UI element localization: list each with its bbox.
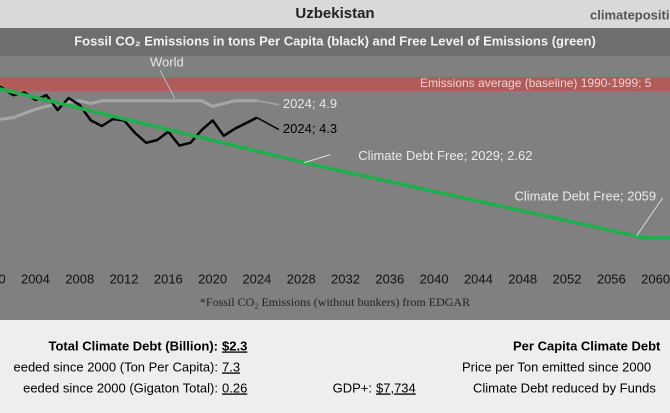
plot: Emissions average (baseline) 1990-1999; … (0, 54, 670, 286)
gdp-value: $7,734 (376, 380, 416, 395)
annotation-connector (304, 154, 331, 164)
subtitle-bg (0, 28, 670, 56)
x-tick-label: 2040 (420, 271, 449, 286)
baseline-label: Emissions average (baseline) 1990-1999; … (420, 76, 652, 90)
summary: Total Climate Debt (Billion): $2.3 eeded… (13, 338, 661, 395)
summary-label: Climate Debt reduced by Funds (473, 380, 656, 395)
label-connector (159, 69, 176, 100)
gdp-label: GDP+: (333, 380, 372, 395)
x-tick-label: 2036 (375, 271, 404, 286)
summary-label: Price per Ton emitted since 2000 (462, 359, 651, 374)
header-bg (0, 0, 670, 28)
summary-value: 0.26 (222, 380, 247, 395)
x-tick-label: 2020 (198, 271, 227, 286)
annotation: Climate Debt Free; 2029; 2.62 (358, 148, 532, 163)
x-tick-label: 2044 (464, 271, 493, 286)
x-tick-label: 2000 (0, 271, 6, 286)
x-tick-label: 2060 (641, 271, 670, 286)
subtitle: Fossil CO₂ Emissions in tons Per Capita … (74, 33, 596, 48)
x-tick-label: 2024 (242, 271, 271, 286)
summary-value: $2.3 (222, 338, 247, 353)
series-line (0, 99, 257, 121)
series-name: World (150, 54, 184, 69)
annotation: Climate Debt Free; 2059 (515, 188, 657, 203)
x-tick-label: 2012 (110, 271, 139, 286)
footnote: *Fossil CO₂ Emissions (without bunkers) … (200, 295, 470, 309)
label-connector (256, 116, 280, 131)
title: Uzbekistan (295, 5, 374, 22)
x-tick-label: 2052 (553, 271, 582, 286)
chart-bg (0, 28, 670, 320)
end-label: 2024; 4.9 (283, 96, 337, 111)
x-tick-label: 2028 (287, 271, 316, 286)
summary-label: eeded since 2000 (Ton Per Capita): (13, 359, 218, 374)
summary-bg (0, 320, 670, 413)
summary-heading: Per Capita Climate Debt (513, 338, 661, 353)
x-tick-label: 2008 (65, 271, 94, 286)
annotation-connector (636, 197, 663, 237)
series-line (0, 87, 670, 240)
x-tick-label: 2004 (21, 271, 50, 286)
summary-value: 7.3 (222, 359, 240, 374)
summary-label: Total Climate Debt (Billion): (49, 338, 218, 353)
x-tick-label: 2016 (154, 271, 183, 286)
x-tick-label: 2048 (508, 271, 537, 286)
summary-label: eeded since 2000 (Gigaton Total): (23, 380, 218, 395)
brand: climatepositi (590, 7, 669, 22)
x-tick-label: 2056 (597, 271, 626, 286)
end-label: 2024; 4.3 (283, 121, 337, 136)
x-tick-label: 2032 (331, 271, 360, 286)
label-connector (256, 100, 280, 106)
baseline-band (0, 77, 670, 91)
